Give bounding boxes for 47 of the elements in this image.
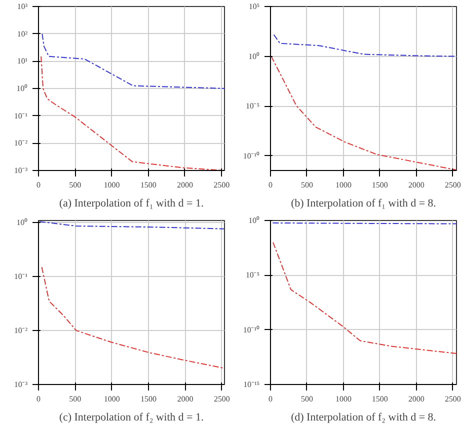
x-tick-label: 1500: [372, 180, 388, 190]
x-tick-label: 2500: [444, 394, 461, 404]
y-tick-label: 10⁻¹⁰: [243, 151, 260, 160]
y-tick-label: 10⁻¹⁰: [243, 325, 260, 334]
y-tick-label: 10⁻⁵: [246, 102, 260, 111]
x-tick-label: 0: [268, 394, 272, 404]
x-tick-label: 1500: [140, 394, 157, 404]
y-tick-label: 10⁻⁵: [246, 270, 260, 280]
x-tick-label: 0: [36, 394, 40, 404]
x-tick-label: 500: [300, 394, 313, 404]
x-tick-label: 2000: [177, 394, 194, 404]
y-tick-label: 10⁻²: [14, 326, 28, 336]
y-tick-label: 10³: [17, 2, 28, 11]
x-tick-label: 1500: [372, 394, 388, 404]
x-tick-label: 1000: [104, 394, 120, 404]
y-tick-label: 10⁻²: [14, 138, 28, 148]
x-tick-label: 2500: [444, 180, 461, 190]
y-tick-label: 10¹: [17, 56, 28, 66]
x-tick-label: 2500: [214, 394, 230, 404]
x-tick-label: 2500: [214, 180, 230, 190]
y-tick-label: 10⁻¹: [14, 272, 28, 282]
x-tick-label: 500: [69, 394, 82, 404]
y-tick-label: 10⁰: [16, 218, 28, 228]
text: (b) Interpolation of f₁ with d = 8.: [290, 198, 436, 210]
y-tick-label: 10⁵: [248, 2, 260, 11]
y-tick-label: 10⁰: [248, 216, 260, 225]
y-tick-label: 10⁻¹⁵: [243, 380, 260, 389]
y-tick-label: 10²: [17, 29, 28, 38]
y-tick-label: 10⁻¹: [14, 111, 28, 120]
x-tick-label: 2000: [408, 180, 424, 190]
x-tick-label: 2000: [176, 180, 193, 190]
x-tick-label: 1000: [104, 180, 120, 190]
x-tick-label: 1000: [335, 394, 352, 404]
x-tick-label: 2000: [408, 394, 424, 404]
y-tick-label: 10⁰: [248, 52, 260, 61]
text: (c) Interpolation of f₂ with d = 1.: [59, 412, 204, 424]
y-tick-label: 10⁻³: [14, 380, 28, 389]
x-tick-label: 500: [300, 180, 313, 190]
x-tick-label: 0: [268, 180, 272, 190]
y-tick-label: 10⁻³: [14, 166, 28, 175]
x-tick-label: 500: [69, 180, 82, 190]
x-tick-label: 1000: [335, 180, 352, 190]
text: (a) Interpolation of f₁ with d = 1.: [59, 198, 204, 210]
x-tick-label: 1500: [140, 180, 156, 190]
x-tick-label: 0: [36, 180, 40, 190]
y-tick-label: 10⁰: [16, 84, 28, 93]
text: (d) Interpolation of f₂ with d = 8.: [290, 412, 436, 424]
